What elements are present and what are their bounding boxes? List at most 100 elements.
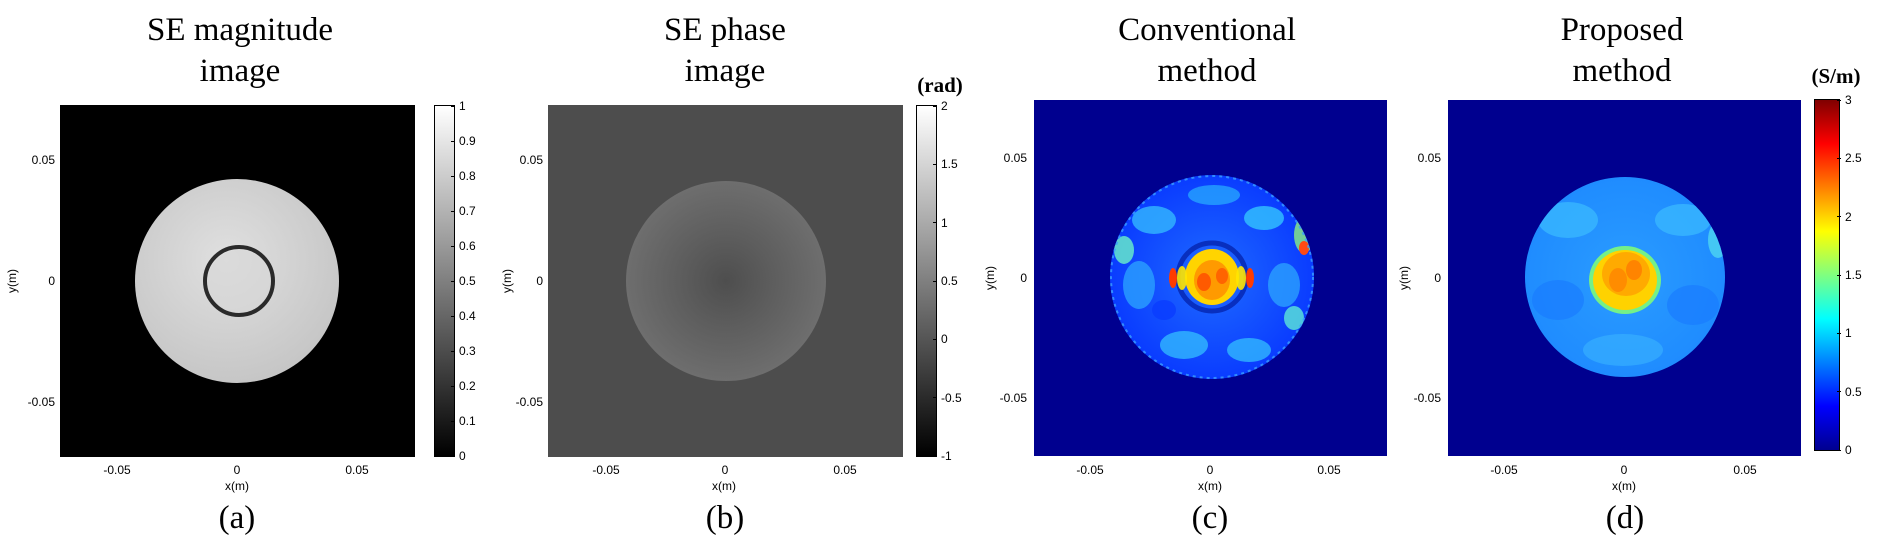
- colorbar-tick-label: 0.1: [459, 414, 476, 428]
- panel-d-colorbar: [1814, 99, 1840, 451]
- panel-b-title-line2: image: [684, 53, 766, 89]
- panel-c-xlabel: x(m): [1198, 479, 1222, 493]
- colorbar-tick-mark: [933, 222, 937, 224]
- panel-a-xlabel: x(m): [225, 479, 249, 493]
- panel-c-title-line2: method: [1157, 53, 1257, 89]
- panel-d-ytick-1: 0.05: [1417, 151, 1441, 165]
- colorbar-tick-mark: [451, 350, 455, 352]
- panel-d-proposed-image: [1448, 100, 1801, 456]
- colorbar-tick-label: 0.6: [459, 239, 476, 253]
- colorbar-tick-mark: [451, 105, 455, 107]
- colorbar-tick-mark: [933, 280, 937, 282]
- panel-c-title: Conventional method: [1027, 10, 1387, 92]
- colorbar-tick-mark: [451, 385, 455, 387]
- panel-d-ytick-2: 0: [1434, 271, 1441, 285]
- panel-d-xlabel: x(m): [1612, 479, 1636, 493]
- panel-a-xtick-1: -0.05: [103, 463, 131, 477]
- panel-d-ylabel: y(m): [1397, 266, 1411, 290]
- colorbar-tick-label: 1: [941, 215, 948, 230]
- colorbar-tick-mark: [1837, 216, 1841, 218]
- colorbar-tick-label: 0.4: [459, 309, 476, 323]
- colorbar-tick-label: 0: [459, 449, 466, 463]
- colorbar-tick-mark: [933, 455, 937, 457]
- panel-b-xlabel: x(m): [712, 479, 736, 493]
- colorbar-tick-label: 0.5: [1845, 384, 1862, 399]
- colorbar-tick-label: 3: [1845, 93, 1852, 107]
- colorbar-tick-label: 0.5: [459, 274, 476, 288]
- colorbar-tick-mark: [1837, 99, 1841, 101]
- colorbar-tick-label: 0.5: [941, 274, 958, 288]
- panel-d-xtick-3: 0.05: [1733, 463, 1757, 477]
- panel-c-ytick-3: -0.05: [999, 391, 1027, 405]
- colorbar-tick-mark: [451, 280, 455, 282]
- panel-a-ytick-3: -0.05: [27, 395, 55, 409]
- colorbar-tick-mark: [451, 140, 455, 142]
- panel-a-title: SE magnitude image: [60, 10, 420, 92]
- colorbar-tick-label: 1.5: [1845, 268, 1862, 282]
- panel-b-colorbar-unit: (rad): [917, 73, 963, 97]
- panel-a-xtick-2: 0: [233, 463, 241, 477]
- panel-b-ytick-3: -0.05: [515, 395, 543, 409]
- colorbar-tick-mark: [933, 163, 937, 165]
- panel-a-ytick-1: 0.05: [31, 153, 55, 167]
- colorbar-tick-mark: [933, 105, 937, 107]
- colorbar-tick-mark: [1837, 274, 1841, 276]
- panel-a-ytick-2: 0: [48, 274, 55, 288]
- colorbar-tick-mark: [933, 397, 937, 399]
- panel-b-ylabel: y(m): [500, 269, 514, 293]
- panel-c-conventional-image: [1034, 100, 1387, 456]
- panel-b-title: SE phase image: [545, 10, 905, 92]
- colorbar-tick-mark: [451, 210, 455, 212]
- colorbar-tick-label: -1: [941, 449, 952, 463]
- colorbar-tick-label: 2: [941, 99, 948, 113]
- colorbar-tick-label: 1.5: [941, 157, 958, 172]
- panel-b-xtick-2: 0: [721, 463, 729, 477]
- panel-d-title: Proposed method: [1442, 10, 1802, 92]
- panel-d-title-line2: method: [1572, 53, 1672, 89]
- colorbar-tick-mark: [1837, 332, 1841, 334]
- panel-d-caption: (d): [1605, 500, 1645, 536]
- colorbar-tick-label: 0.7: [459, 204, 476, 218]
- colorbar-tick-mark: [451, 420, 455, 422]
- colorbar-tick-mark: [1837, 391, 1841, 393]
- panel-d-xtick-2: 0: [1620, 463, 1628, 477]
- panel-c-caption: (c): [1191, 500, 1229, 536]
- panel-d-colorbar-unit: (S/m): [1811, 64, 1861, 88]
- panel-d-title-line1: Proposed: [1560, 12, 1684, 48]
- panel-a-title-line2: image: [199, 53, 281, 89]
- colorbar-tick-mark: [451, 175, 455, 177]
- panel-a-ylabel: y(m): [5, 269, 19, 293]
- panel-c-xtick-3: 0.05: [1317, 463, 1341, 477]
- colorbar-tick-label: 0: [941, 332, 948, 347]
- colorbar-tick-mark: [1837, 449, 1841, 451]
- colorbar-tick-mark: [451, 245, 455, 247]
- panel-c-ylabel: y(m): [983, 266, 997, 290]
- panel-a-title-line1: SE magnitude: [146, 12, 334, 48]
- colorbar-tick-label: 0.3: [459, 344, 476, 358]
- panel-b-title-line1: SE phase: [664, 12, 786, 48]
- panel-b-ytick-2: 0: [536, 274, 543, 288]
- panel-b-caption: (b): [705, 500, 745, 536]
- colorbar-tick-mark: [1837, 157, 1841, 159]
- colorbar-tick-mark: [451, 315, 455, 317]
- panel-d-ytick-3: -0.05: [1413, 391, 1441, 405]
- colorbar-tick-mark: [451, 455, 455, 457]
- colorbar-tick-label: 1: [1845, 326, 1852, 341]
- panel-b-xtick-3: 0.05: [833, 463, 857, 477]
- panel-a-magnitude-image: [60, 105, 415, 457]
- colorbar-tick-label: 0.2: [459, 379, 476, 393]
- colorbar-tick-label: 0.8: [459, 169, 476, 183]
- panel-a-xtick-3: 0.05: [345, 463, 369, 477]
- panel-a-caption: (a): [218, 500, 256, 536]
- panel-d-xtick-1: -0.05: [1490, 463, 1518, 477]
- panel-c-xtick-2: 0: [1206, 463, 1214, 477]
- panel-c-ytick-1: 0.05: [1003, 151, 1027, 165]
- colorbar-tick-label: 0: [1845, 443, 1852, 457]
- colorbar-tick-label: 2: [1845, 209, 1852, 224]
- panel-c-ytick-2: 0: [1020, 271, 1027, 285]
- panel-c-title-line1: Conventional: [1118, 12, 1296, 48]
- colorbar-tick-label: 2.5: [1845, 151, 1862, 166]
- colorbar-tick-mark: [933, 338, 937, 340]
- panel-b-ytick-1: 0.05: [519, 153, 543, 167]
- panel-b-xtick-1: -0.05: [592, 463, 620, 477]
